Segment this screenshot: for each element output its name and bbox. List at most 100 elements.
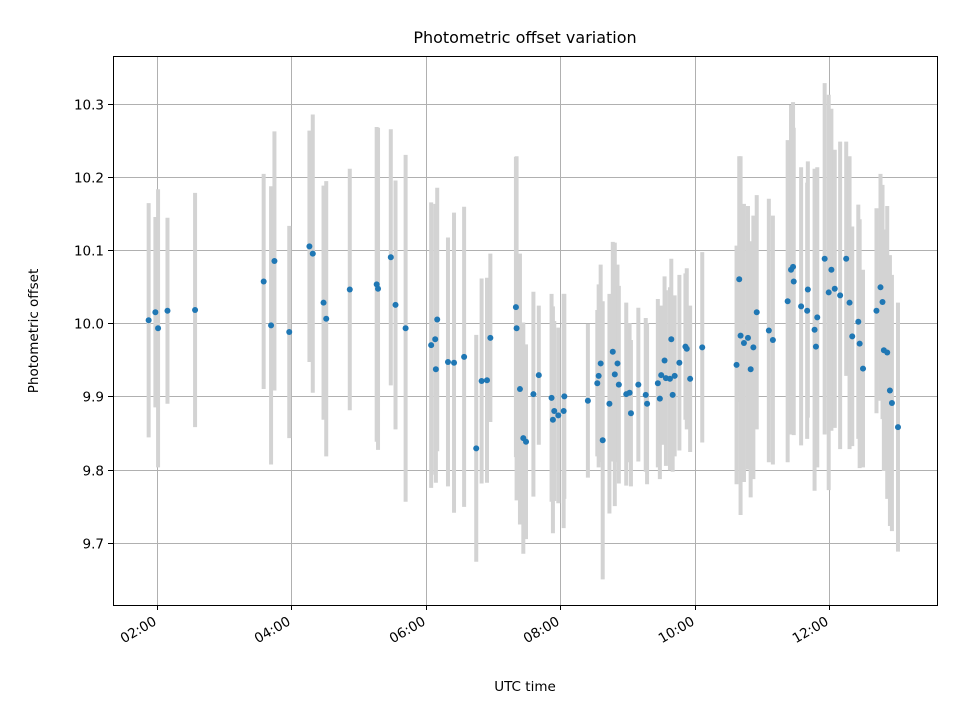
- data-point: [306, 243, 313, 250]
- data-point: [884, 349, 891, 356]
- data-point: [561, 393, 568, 400]
- data-point: [402, 325, 409, 332]
- data-point: [879, 298, 886, 305]
- data-point: [846, 299, 853, 306]
- data-point: [512, 304, 519, 311]
- data-point: [164, 307, 171, 314]
- data-point: [856, 340, 863, 347]
- data-point: [837, 292, 844, 299]
- data-point: [461, 353, 468, 360]
- data-point: [432, 366, 439, 373]
- data-point: [392, 301, 399, 308]
- data-point: [642, 391, 649, 398]
- data-point: [654, 380, 661, 387]
- data-point: [523, 438, 530, 445]
- y-tick-label: 10.2: [74, 171, 104, 187]
- data-point: [614, 360, 621, 367]
- data-point: [615, 381, 622, 388]
- data-point: [548, 394, 555, 401]
- data-point: [687, 375, 694, 382]
- data-point: [145, 317, 152, 324]
- data-point: [828, 266, 835, 273]
- data-point: [434, 316, 441, 323]
- data-point: [346, 286, 353, 293]
- data-point: [849, 333, 856, 340]
- x-axis-label: UTC time: [494, 679, 556, 695]
- data-point: [549, 416, 556, 423]
- data-point: [513, 325, 520, 332]
- data-point: [804, 286, 811, 293]
- y-tick-label: 10.1: [74, 244, 104, 260]
- data-point: [155, 325, 162, 332]
- chart-title: Photometric offset variation: [413, 28, 636, 47]
- data-point: [428, 342, 435, 349]
- data-point: [286, 328, 293, 335]
- data-point: [877, 284, 884, 291]
- point-layer: [145, 243, 901, 452]
- plot-frame: [113, 56, 938, 606]
- data-point: [555, 412, 562, 419]
- data-point: [888, 399, 895, 406]
- data-point: [535, 372, 542, 379]
- data-point: [478, 378, 485, 385]
- data-point: [790, 278, 797, 285]
- data-point: [483, 377, 490, 384]
- data-point: [152, 309, 159, 316]
- data-point: [668, 336, 675, 343]
- data-point: [790, 263, 797, 270]
- data-point: [444, 358, 451, 365]
- data-point: [309, 250, 316, 257]
- data-point: [260, 278, 267, 285]
- data-point: [699, 344, 706, 351]
- data-point: [740, 339, 747, 346]
- data-point: [765, 327, 772, 334]
- data-point: [626, 389, 633, 396]
- data-point: [644, 400, 651, 407]
- data-point: [843, 255, 850, 262]
- y-tick-label: 9.8: [83, 464, 104, 480]
- data-point: [886, 387, 893, 394]
- data-point: [737, 332, 744, 339]
- y-tick-label: 10.3: [74, 98, 104, 114]
- data-point: [606, 400, 613, 407]
- data-point: [784, 298, 791, 305]
- data-point: [599, 437, 606, 444]
- data-point: [530, 391, 537, 398]
- data-point: [432, 336, 439, 343]
- data-point: [375, 285, 382, 292]
- data-point: [516, 386, 523, 393]
- y-axis-label: Photometric offset: [26, 269, 42, 393]
- data-point: [733, 361, 740, 368]
- data-point: [192, 307, 199, 314]
- data-point: [814, 314, 821, 321]
- data-point: [860, 365, 867, 372]
- y-tick-label: 9.7: [83, 537, 104, 553]
- data-point: [320, 299, 327, 306]
- data-point: [747, 366, 754, 373]
- data-point: [753, 309, 760, 316]
- data-point: [825, 289, 832, 296]
- data-point: [271, 257, 278, 264]
- data-point: [656, 395, 663, 402]
- data-point: [658, 372, 665, 379]
- data-point: [611, 371, 618, 378]
- y-tick-label: 10.0: [74, 317, 104, 333]
- data-point: [676, 359, 683, 366]
- data-point: [487, 334, 494, 341]
- data-point: [804, 307, 811, 314]
- data-point: [627, 410, 634, 417]
- data-point: [661, 357, 668, 364]
- data-point: [811, 326, 818, 333]
- data-point: [855, 318, 862, 325]
- data-point: [750, 344, 757, 351]
- data-point: [268, 322, 275, 329]
- data-point: [451, 359, 458, 366]
- data-point: [671, 372, 678, 379]
- data-point: [560, 408, 567, 415]
- data-point: [669, 391, 676, 398]
- y-tick-label: 9.9: [83, 390, 104, 406]
- data-point: [609, 348, 616, 355]
- data-point: [873, 307, 880, 314]
- data-point: [831, 285, 838, 292]
